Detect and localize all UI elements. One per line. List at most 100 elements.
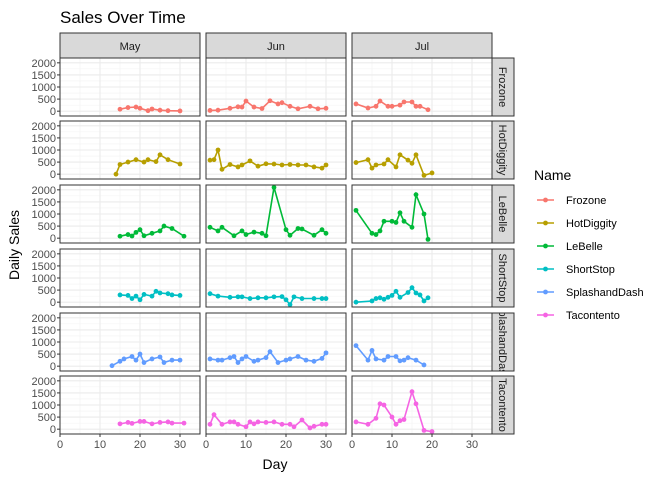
data-point: [137, 351, 143, 357]
data-point: [227, 105, 233, 111]
panel-tacontento-jul: [351, 375, 493, 435]
data-point: [145, 108, 151, 114]
data-point: [215, 293, 221, 299]
data-point: [373, 296, 379, 301]
data-point: [353, 343, 359, 349]
data-point: [235, 104, 241, 110]
data-point: [149, 421, 155, 427]
facet-strip-background: [491, 375, 515, 435]
data-point: [263, 355, 269, 361]
data-point: [319, 421, 325, 427]
legend-key-point: [543, 266, 548, 272]
data-point: [393, 164, 399, 170]
data-point: [211, 157, 217, 163]
x-tick-label: 30: [174, 439, 186, 451]
y-tick-label: 1000: [32, 209, 56, 221]
data-point: [117, 292, 123, 298]
data-point: [117, 421, 123, 427]
data-point: [247, 296, 253, 301]
data-point: [161, 360, 167, 365]
data-point: [287, 232, 293, 238]
data-point: [207, 224, 213, 230]
data-point: [149, 356, 155, 362]
facet-strip-label-lebelle: LeBelle: [496, 196, 508, 233]
data-point: [251, 421, 257, 427]
data-point: [267, 98, 273, 104]
panel-frozone-jun: [205, 57, 347, 117]
y-tick-label: 2000: [32, 121, 56, 133]
panel-border: [205, 312, 347, 372]
panel-border: [205, 57, 347, 117]
panel-border: [205, 248, 347, 308]
data-point: [255, 295, 261, 301]
data-point: [287, 302, 293, 307]
facet-strip-label-shortstop: ShortStop: [496, 254, 508, 303]
data-point: [381, 402, 387, 408]
y-tick-label: 2000: [32, 313, 56, 325]
data-point: [137, 297, 143, 303]
panel-border: [205, 184, 347, 244]
legend-item-lebelle: LeBelle: [537, 241, 603, 253]
data-point: [215, 107, 221, 113]
panel-hotdiggity-jun: [205, 120, 347, 180]
data-point: [413, 103, 419, 109]
data-point: [271, 294, 277, 300]
data-point: [295, 226, 301, 231]
y-tick-label: 2000: [32, 376, 56, 388]
data-point: [323, 230, 329, 236]
data-point: [117, 358, 123, 364]
data-point: [283, 227, 289, 233]
data-point: [393, 354, 399, 359]
data-point: [421, 172, 427, 178]
x-axis-title: Day: [263, 456, 288, 472]
data-point: [263, 161, 269, 167]
data-point: [113, 171, 119, 177]
data-point: [231, 419, 237, 425]
data-point: [311, 232, 317, 238]
data-point: [219, 421, 225, 427]
panel-plot-area: [60, 185, 200, 243]
data-point: [381, 357, 387, 363]
y-tick-label: 1000: [32, 145, 56, 157]
data-point: [385, 354, 391, 359]
data-point: [243, 232, 249, 237]
data-point: [251, 104, 257, 110]
legend-label: LeBelle: [566, 241, 603, 253]
data-point: [279, 100, 285, 106]
data-point: [271, 419, 277, 425]
data-point: [165, 108, 171, 114]
panel-lebelle-may: [57, 184, 201, 244]
data-point: [247, 419, 253, 425]
data-point: [393, 421, 399, 427]
data-point: [299, 417, 305, 423]
data-point: [181, 420, 187, 426]
data-point: [207, 291, 213, 297]
data-point: [389, 293, 395, 298]
data-point: [385, 294, 391, 300]
x-tick-label: 0: [349, 439, 355, 451]
y-tick-label: 1000: [32, 337, 56, 349]
legend-label: Tacontento: [566, 310, 620, 322]
y-tick-label: 2000: [32, 249, 56, 261]
data-point: [377, 401, 383, 407]
data-point: [215, 147, 221, 153]
data-point: [263, 420, 269, 425]
data-point: [133, 229, 139, 235]
data-point: [353, 207, 359, 213]
facet-strip-background: [491, 184, 515, 244]
data-point: [149, 293, 155, 299]
data-point: [125, 105, 131, 110]
data-point: [275, 101, 281, 107]
data-point: [137, 105, 143, 111]
data-point: [247, 158, 253, 164]
data-point: [381, 296, 387, 302]
panel-plot-area: [206, 249, 346, 307]
data-point: [405, 157, 411, 163]
data-point: [389, 103, 395, 109]
panel-hotdiggity-may: [57, 120, 201, 180]
y-tick-label: 0: [50, 106, 56, 118]
data-point: [219, 357, 225, 363]
legend-item-frozone: Frozone: [537, 195, 606, 207]
panel-plot-area: [60, 121, 200, 179]
data-point: [299, 226, 305, 232]
